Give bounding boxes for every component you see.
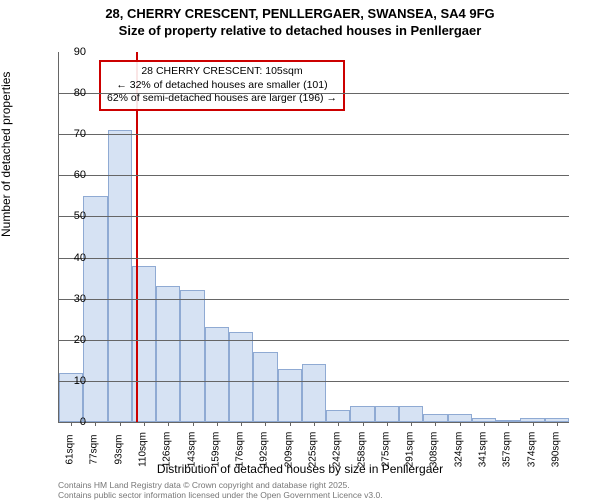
x-tick-label: 61sqm bbox=[65, 434, 76, 464]
x-tick-mark bbox=[508, 422, 509, 426]
y-tick-label: 80 bbox=[56, 87, 86, 99]
y-axis-label: Number of detached properties bbox=[0, 72, 13, 237]
histogram-bar bbox=[302, 364, 326, 422]
histogram-bar bbox=[205, 327, 229, 422]
y-tick-label: 30 bbox=[56, 293, 86, 305]
x-tick-mark bbox=[363, 422, 364, 426]
histogram-bar bbox=[83, 196, 107, 422]
gridline bbox=[59, 258, 569, 259]
credit-line1: Contains HM Land Registry data © Crown c… bbox=[58, 480, 383, 490]
y-tick-label: 10 bbox=[56, 375, 86, 387]
x-tick-mark bbox=[484, 422, 485, 426]
histogram-bar bbox=[399, 406, 423, 422]
x-tick-mark bbox=[144, 422, 145, 426]
x-tick-mark bbox=[435, 422, 436, 426]
x-tick-mark bbox=[314, 422, 315, 426]
x-tick-label: 77sqm bbox=[89, 434, 100, 464]
gridline bbox=[59, 134, 569, 135]
plot-area: 28 CHERRY CRESCENT: 105sqm ← 32% of deta… bbox=[58, 52, 569, 423]
x-tick-mark bbox=[193, 422, 194, 426]
callout-line1: 28 CHERRY CRESCENT: 105sqm bbox=[107, 65, 337, 79]
x-axis-label: Distribution of detached houses by size … bbox=[0, 462, 600, 476]
x-tick-mark bbox=[217, 422, 218, 426]
histogram-bar bbox=[423, 414, 447, 422]
x-tick-mark bbox=[460, 422, 461, 426]
title-line1: 28, CHERRY CRESCENT, PENLLERGAER, SWANSE… bbox=[0, 6, 600, 23]
histogram-bar bbox=[375, 406, 399, 422]
gridline bbox=[59, 340, 569, 341]
histogram-bar bbox=[278, 369, 302, 422]
histogram-bar bbox=[350, 406, 374, 422]
y-tick-label: 50 bbox=[56, 210, 86, 222]
credit-text: Contains HM Land Registry data © Crown c… bbox=[58, 480, 383, 500]
y-tick-label: 40 bbox=[56, 252, 86, 264]
x-tick-mark bbox=[338, 422, 339, 426]
y-tick-label: 20 bbox=[56, 334, 86, 346]
callout-line3: 62% of semi-detached houses are larger (… bbox=[107, 92, 337, 106]
chart-container: { "title_line1": "28, CHERRY CRESCENT, P… bbox=[0, 0, 600, 500]
x-tick-mark bbox=[265, 422, 266, 426]
y-tick-label: 60 bbox=[56, 169, 86, 181]
y-tick-label: 70 bbox=[56, 128, 86, 140]
credit-line2: Contains public sector information licen… bbox=[58, 490, 383, 500]
gridline bbox=[59, 216, 569, 217]
y-tick-label: 0 bbox=[56, 416, 86, 428]
chart-title: 28, CHERRY CRESCENT, PENLLERGAER, SWANSE… bbox=[0, 0, 600, 40]
histogram-bar bbox=[108, 130, 132, 422]
gridline bbox=[59, 381, 569, 382]
x-tick-mark bbox=[95, 422, 96, 426]
x-tick-mark bbox=[241, 422, 242, 426]
histogram-bar bbox=[156, 286, 180, 422]
title-line2: Size of property relative to detached ho… bbox=[0, 23, 600, 40]
x-tick-mark bbox=[411, 422, 412, 426]
gridline bbox=[59, 175, 569, 176]
histogram-bar bbox=[448, 414, 472, 422]
y-tick-label: 90 bbox=[56, 46, 86, 58]
gridline bbox=[59, 299, 569, 300]
x-tick-mark bbox=[533, 422, 534, 426]
histogram-bar bbox=[180, 290, 204, 422]
x-tick-mark bbox=[387, 422, 388, 426]
callout-box: 28 CHERRY CRESCENT: 105sqm ← 32% of deta… bbox=[99, 60, 345, 111]
histogram-bar bbox=[253, 352, 277, 422]
x-tick-mark bbox=[168, 422, 169, 426]
histogram-bar bbox=[326, 410, 350, 422]
gridline bbox=[59, 93, 569, 94]
histogram-bar bbox=[229, 332, 253, 422]
x-tick-label: 93sqm bbox=[113, 434, 124, 464]
callout-line2: ← 32% of detached houses are smaller (10… bbox=[107, 79, 337, 93]
x-tick-mark bbox=[290, 422, 291, 426]
x-tick-mark bbox=[120, 422, 121, 426]
x-tick-mark bbox=[557, 422, 558, 426]
